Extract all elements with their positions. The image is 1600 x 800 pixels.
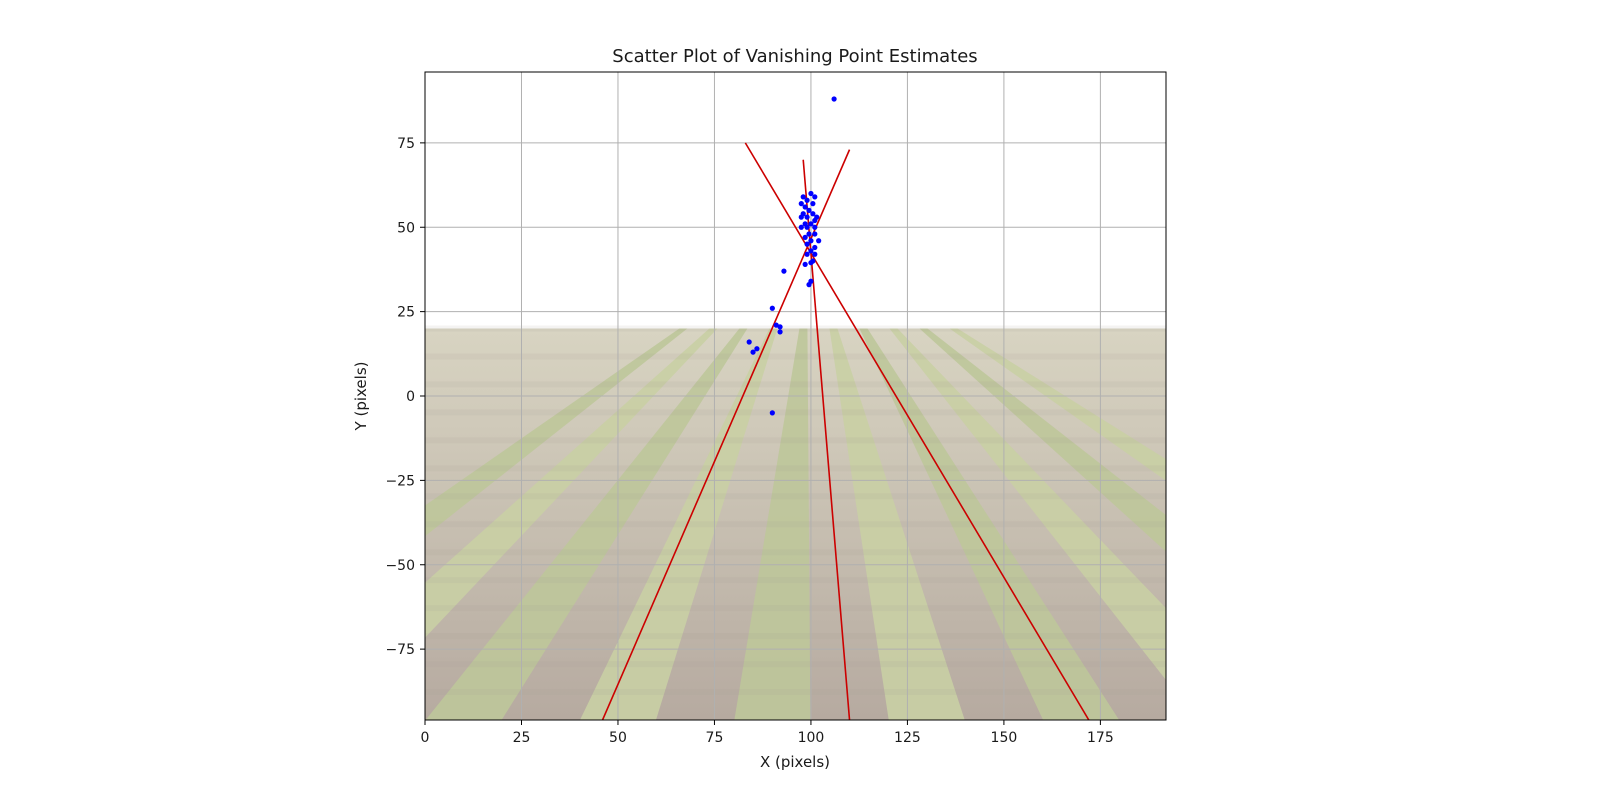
scatter-point [804, 197, 810, 203]
scatter-point [808, 190, 814, 197]
scatter-point [804, 224, 810, 230]
x-axis-label: X (pixels) [760, 753, 830, 771]
scatter-point [798, 201, 804, 207]
scatter-point [777, 329, 783, 335]
crop-row [734, 328, 811, 720]
chart-title: Scatter Plot of Vanishing Point Estimate… [612, 46, 977, 67]
scatter-points [746, 96, 837, 416]
y-tick-label: 75 [397, 136, 415, 152]
scatter-point [812, 224, 818, 230]
crop-row [579, 328, 778, 720]
x-tick-label: 100 [798, 730, 825, 746]
x-tick-label: 175 [1087, 730, 1114, 746]
crop-row [425, 328, 748, 720]
x-tick-label: 125 [894, 730, 921, 746]
scatter-point [806, 231, 812, 237]
scatter-point [812, 251, 818, 257]
x-tick-label: 150 [991, 730, 1018, 746]
crop-row [889, 328, 1166, 680]
crop-field-background-image [425, 325, 1166, 720]
scatter-point [750, 349, 756, 355]
scatter-point [812, 194, 818, 200]
scatter-point [812, 244, 818, 251]
y-tick-label: 50 [397, 220, 415, 236]
scatter-point [812, 231, 818, 237]
x-tick-label: 75 [706, 730, 724, 746]
scatter-point [798, 224, 804, 230]
scatter-point [812, 217, 818, 224]
scatter-point [769, 410, 775, 416]
y-axis-label: Y (pixels) [352, 362, 370, 432]
scatter-point [746, 339, 752, 345]
scatter-point [810, 211, 816, 217]
crop-row [425, 328, 688, 537]
y-tick-label: 0 [406, 389, 415, 405]
scatter-point [802, 204, 808, 210]
scatter-point [810, 201, 816, 207]
scatter-point [804, 251, 810, 257]
scatter-point [777, 324, 783, 330]
crop-row [829, 328, 965, 720]
scatter-point [806, 207, 812, 213]
scatter-point [808, 221, 814, 227]
scatter-point [769, 305, 775, 311]
scatter-point [798, 214, 804, 220]
scatter-point [816, 238, 822, 244]
x-axis-ticks: 0 25 50 75 100 125 150 175 [421, 720, 1114, 746]
y-axis-ticks: 75 50 25 0 −25 −50 −75 [385, 136, 425, 658]
x-tick-label: 0 [421, 730, 430, 746]
x-tick-label: 25 [513, 730, 531, 746]
scatter-point [804, 214, 810, 220]
scatter-point [808, 260, 814, 266]
scatter-point [806, 282, 812, 288]
scatter-point [802, 234, 808, 240]
scatter-point [831, 96, 837, 102]
y-tick-label: −25 [385, 473, 415, 489]
scatter-point [754, 346, 760, 352]
scatter-point [804, 241, 810, 247]
y-tick-label: −50 [385, 558, 415, 574]
scatter-point [808, 238, 814, 244]
y-tick-label: −75 [385, 642, 415, 658]
scatter-point [808, 248, 814, 254]
scatter-point [802, 261, 808, 267]
crop-row [859, 328, 1120, 720]
crop-row [425, 328, 718, 638]
y-tick-label: 25 [397, 305, 415, 321]
scatter-point [800, 194, 806, 200]
x-tick-label: 50 [609, 730, 627, 746]
vanishing-line [744, 142, 1090, 720]
crop-row [919, 328, 1166, 552]
scatter-point [781, 268, 787, 274]
